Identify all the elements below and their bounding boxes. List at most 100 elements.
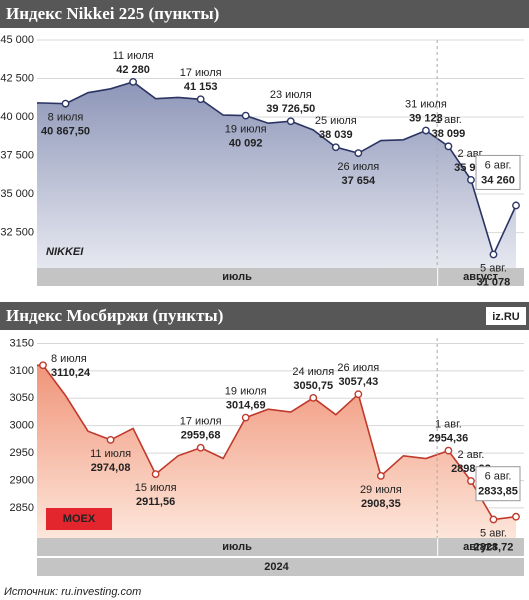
value-label: 38 039 [319,129,353,141]
point-marker [61,99,70,108]
y-tick-label: 45 000 [0,34,34,46]
date-label: 26 июля [337,362,379,374]
month-label: август [463,541,498,553]
y-tick-label: 42 500 [0,72,34,84]
date-label: 5 авг. [480,262,507,274]
badge: iz.RU [492,311,520,323]
month-label: август [463,271,498,283]
date-label: 29 июля [360,484,402,496]
point-marker [331,143,340,152]
y-tick-label: 32 500 [0,226,34,238]
date-label: 23 июля [270,89,312,101]
value-label: 34 260 [481,174,515,186]
logo: NIKKEI [46,246,84,258]
date-label: 24 июля [292,366,334,378]
value-label: 2959,68 [181,430,221,442]
date-label: 19 июля [225,386,267,398]
point-marker [354,390,363,399]
date-label: 1 авг. [435,114,462,126]
y-tick-label: 40 000 [0,111,34,123]
point-marker [512,201,520,210]
logo: MOEX [63,513,96,525]
date-label: 26 июля [337,161,379,173]
value-label: 3057,43 [338,376,378,388]
month-label: июль [222,271,252,283]
date-label: 2 авг. [458,449,485,461]
point-marker [376,471,385,480]
y-tick-label: 3050 [10,392,34,404]
value-label: 2911,56 [136,496,175,508]
y-tick-label: 3000 [10,420,34,432]
date-label: 5 авг. [480,527,507,539]
value-label: 37 654 [342,175,377,187]
month-band [37,538,438,556]
year-label: 2024 [264,561,289,573]
value-label: 3050,75 [293,380,333,392]
value-label: 42 280 [116,64,150,76]
point-marker [241,111,250,120]
month-band [438,538,524,556]
point-marker [489,515,498,524]
y-tick-label: 3100 [10,365,34,377]
year-band [37,558,524,576]
date-label: 11 июля [90,448,131,460]
month-band [37,268,438,286]
y-tick-label: 37 500 [0,149,34,161]
date-label: 8 июля [48,112,84,124]
point-marker [39,361,47,370]
point-marker [129,78,137,86]
point-marker [444,446,453,455]
area [37,365,516,538]
value-label: 3014,69 [226,400,266,412]
date-label: 17 июля [180,67,222,79]
point-marker [489,250,498,259]
point-marker [196,95,205,104]
y-tick-label: 2850 [10,502,34,514]
value-label: 3110,24 [51,367,91,379]
date-label: 25 июля [315,115,357,127]
value-label: 39 123 [409,112,443,124]
date-label: 11 июля [113,50,154,62]
title-bar [0,302,529,330]
y-tick-label: 2950 [10,447,34,459]
value-label: 31 078 [477,276,511,288]
value-label: 2828,72 [474,541,514,553]
point-marker [422,126,430,135]
value-label: 2908,35 [361,498,401,510]
date-label: 6 авг. [485,159,512,171]
chart-title: Индекс Nikkei 225 (пункты) [6,4,219,23]
date-label: 31 июля [405,98,447,110]
point-marker [286,117,295,126]
date-label: 6 авг. [485,471,512,483]
point-marker [444,142,453,151]
chart-title: Индекс Мосбиржи (пункты) [6,306,223,325]
date-label: 15 июля [135,482,177,494]
month-label: июль [222,541,252,553]
point-marker [106,435,115,444]
badge-box [486,307,526,325]
value-label: 2974,08 [91,462,131,474]
date-label: 1 авг. [435,419,462,431]
value-label: 40 867,50 [41,126,90,138]
value-label: 38 099 [432,128,466,140]
point-marker [467,477,475,485]
point-marker [354,149,363,158]
highlight-box [475,466,521,502]
value-label: 2833,85 [478,486,518,498]
highlight-box [475,154,521,190]
point-marker [241,413,250,422]
date-label: 17 июля [180,416,222,428]
source: Источник: ru.investing.com [4,586,141,598]
value-label: 40 092 [229,138,263,150]
month-band [438,268,524,286]
point-marker [309,393,318,402]
y-tick-label: 3150 [10,337,34,349]
y-tick-label: 35 000 [0,188,34,200]
value-label: 2954,36 [429,433,469,445]
value-label: 41 153 [184,81,218,93]
line [36,81,517,257]
point-marker [512,512,520,521]
point-marker [196,443,205,452]
point-marker [467,176,475,184]
